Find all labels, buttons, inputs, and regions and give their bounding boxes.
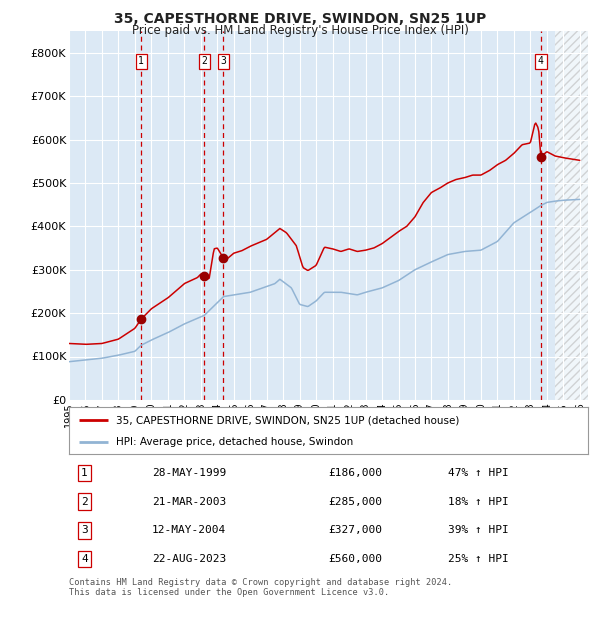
Text: 25% ↑ HPI: 25% ↑ HPI: [448, 554, 509, 564]
Text: 1: 1: [138, 56, 144, 66]
Text: 39% ↑ HPI: 39% ↑ HPI: [448, 526, 509, 536]
Bar: [555, 31, 588, 400]
Text: 2: 2: [202, 56, 208, 66]
Text: 22-AUG-2023: 22-AUG-2023: [152, 554, 226, 564]
Text: 4: 4: [538, 56, 544, 66]
Text: 1: 1: [81, 468, 88, 478]
Text: 21-MAR-2003: 21-MAR-2003: [152, 497, 226, 507]
Text: £186,000: £186,000: [329, 468, 383, 478]
Text: Price paid vs. HM Land Registry's House Price Index (HPI): Price paid vs. HM Land Registry's House …: [131, 24, 469, 37]
Text: £285,000: £285,000: [329, 497, 383, 507]
Text: £560,000: £560,000: [329, 554, 383, 564]
Text: 2: 2: [81, 497, 88, 507]
Text: HPI: Average price, detached house, Swindon: HPI: Average price, detached house, Swin…: [116, 437, 353, 447]
Text: 35, CAPESTHORNE DRIVE, SWINDON, SN25 1UP (detached house): 35, CAPESTHORNE DRIVE, SWINDON, SN25 1UP…: [116, 415, 459, 425]
Text: 3: 3: [220, 56, 226, 66]
Text: 47% ↑ HPI: 47% ↑ HPI: [448, 468, 509, 478]
Text: Contains HM Land Registry data © Crown copyright and database right 2024.
This d: Contains HM Land Registry data © Crown c…: [69, 578, 452, 597]
Text: 12-MAY-2004: 12-MAY-2004: [152, 526, 226, 536]
Text: 28-MAY-1999: 28-MAY-1999: [152, 468, 226, 478]
Text: 18% ↑ HPI: 18% ↑ HPI: [448, 497, 509, 507]
Text: 3: 3: [81, 526, 88, 536]
Text: £327,000: £327,000: [329, 526, 383, 536]
Text: 4: 4: [81, 554, 88, 564]
Text: 35, CAPESTHORNE DRIVE, SWINDON, SN25 1UP: 35, CAPESTHORNE DRIVE, SWINDON, SN25 1UP: [114, 12, 486, 27]
